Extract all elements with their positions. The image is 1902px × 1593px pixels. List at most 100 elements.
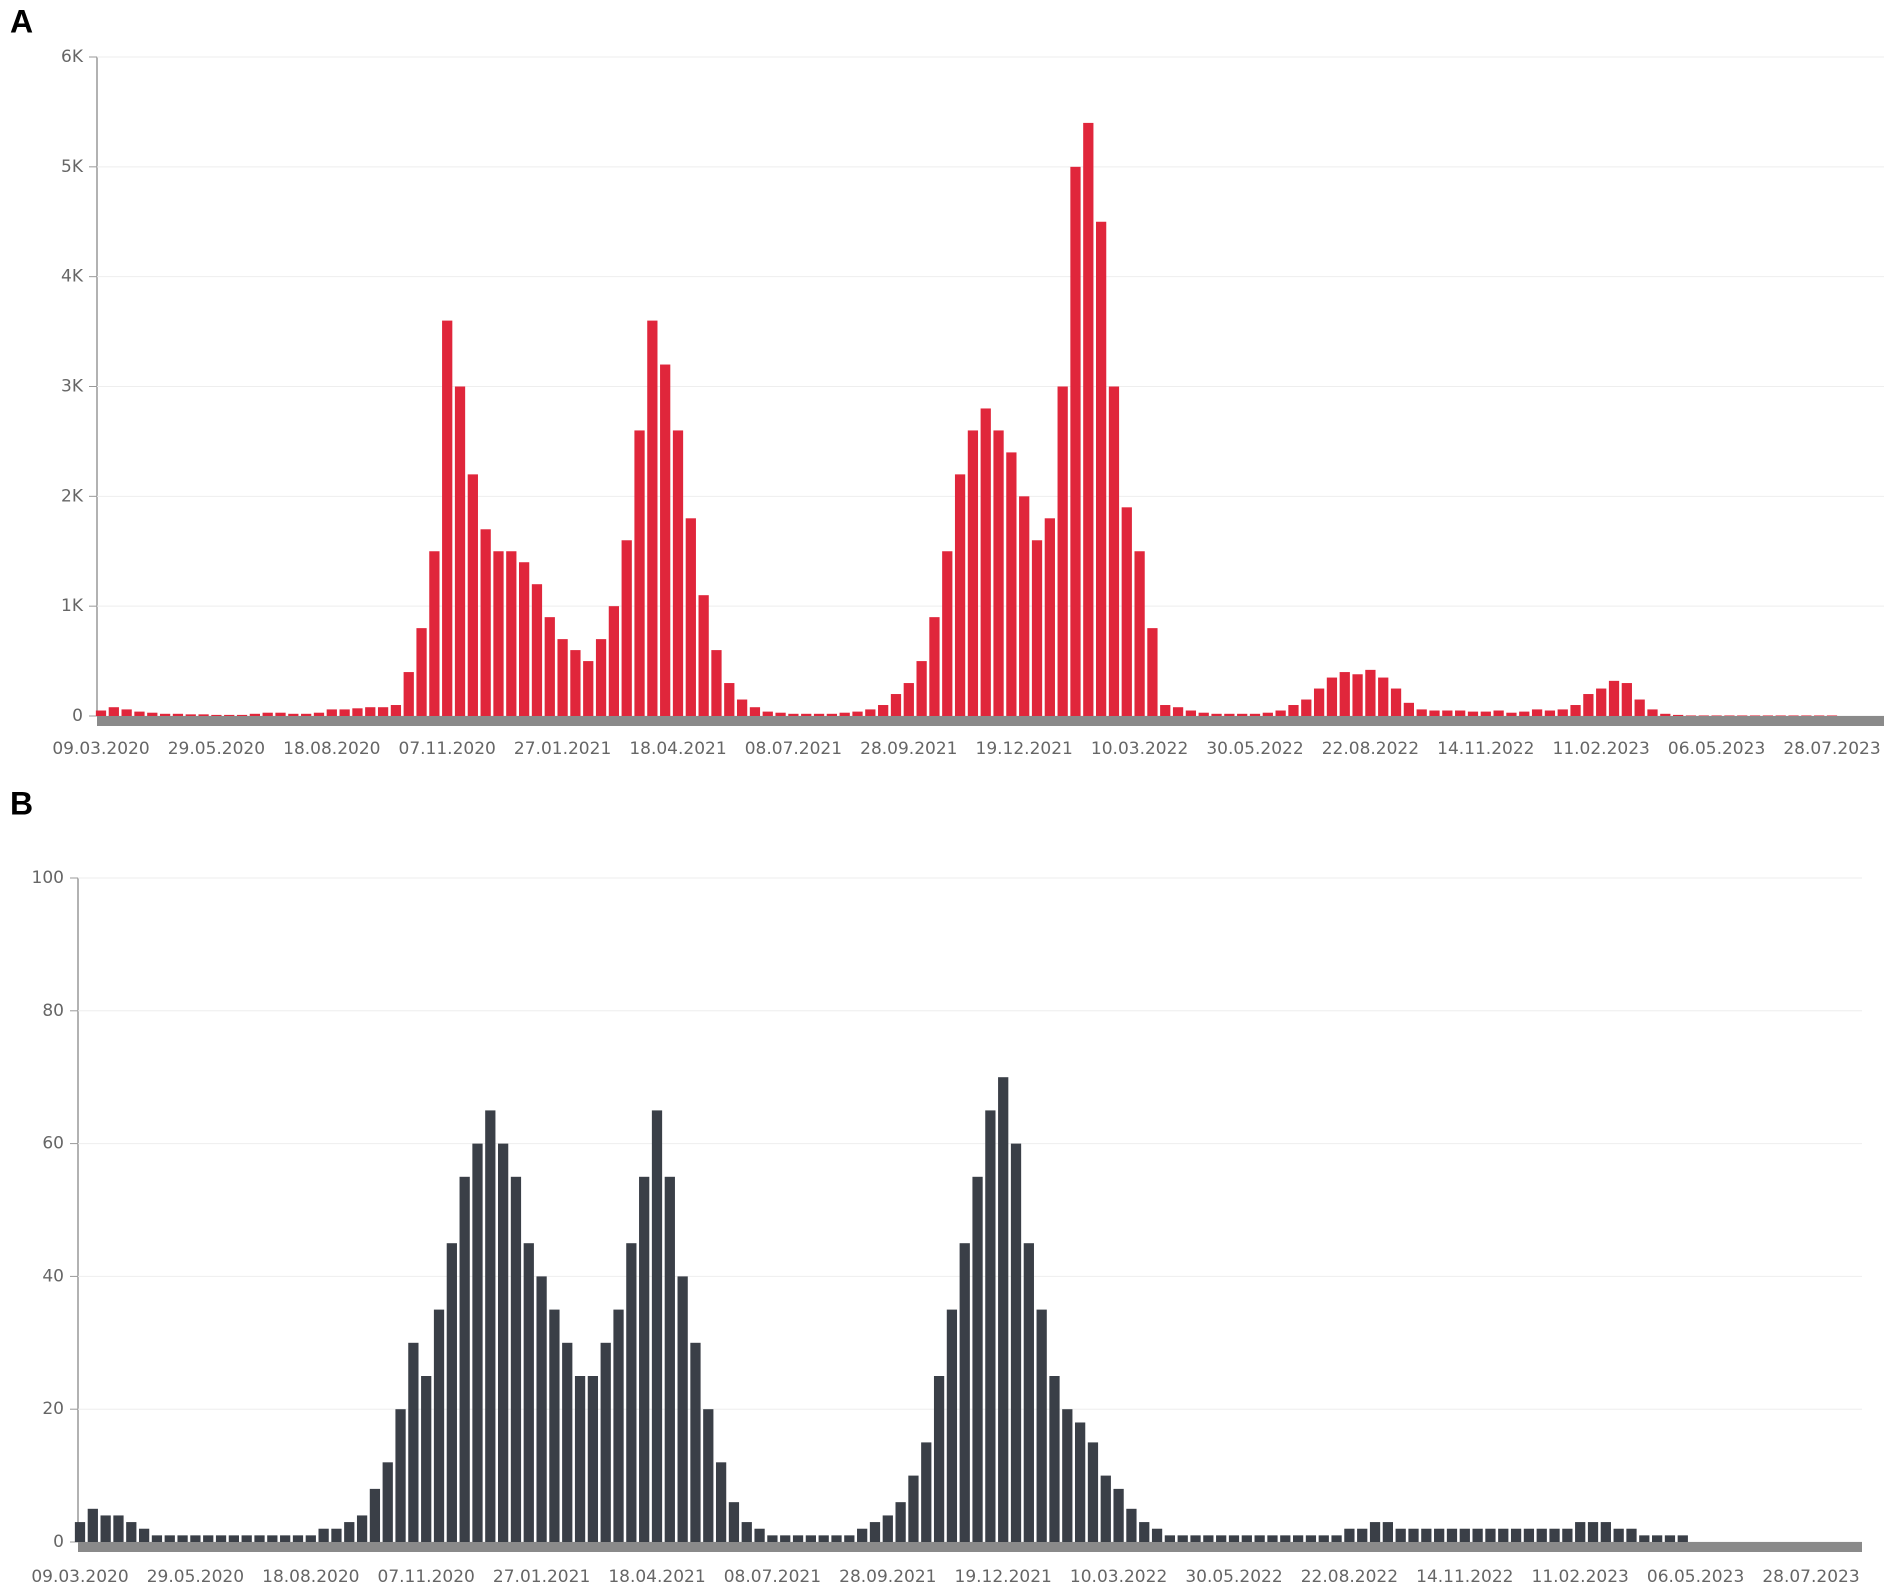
- bar: [1075, 1422, 1086, 1542]
- bar: [421, 1376, 432, 1542]
- bar: [959, 1243, 970, 1542]
- bar: [1788, 715, 1799, 716]
- bar: [536, 1276, 547, 1542]
- x-tick-label: 22.08.2022: [1322, 739, 1419, 759]
- bar: [228, 1535, 239, 1542]
- bar: [108, 707, 119, 716]
- panel-label: A: [10, 3, 33, 39]
- bar: [741, 1522, 752, 1542]
- y-tick-label: 60: [42, 1134, 64, 1154]
- bar: [1237, 713, 1248, 716]
- bar: [1369, 1522, 1381, 1542]
- x-axis-strip: [78, 1542, 1862, 1552]
- bar: [1416, 709, 1427, 716]
- bar: [1544, 710, 1556, 716]
- bar: [331, 1528, 342, 1542]
- x-tick-label: 28.09.2021: [860, 739, 957, 759]
- bar: [344, 1522, 355, 1542]
- bar: [151, 1535, 163, 1542]
- bar: [236, 714, 248, 716]
- bar: [275, 712, 286, 716]
- bar: [1057, 386, 1068, 716]
- bar: [1485, 1528, 1496, 1542]
- bar: [1113, 1488, 1124, 1542]
- bar: [1652, 1535, 1663, 1542]
- bar: [1326, 677, 1338, 716]
- x-tick-label: 14.11.2022: [1416, 1567, 1513, 1587]
- bar: [1549, 1528, 1560, 1542]
- x-tick-label: 06.05.2023: [1647, 1567, 1744, 1587]
- x-tick-label: 10.03.2022: [1070, 1567, 1167, 1587]
- bar: [1685, 715, 1697, 716]
- bar: [890, 694, 902, 716]
- x-tick-label: 30.05.2022: [1185, 1567, 1282, 1587]
- bar: [467, 474, 478, 716]
- bar: [382, 1462, 393, 1542]
- y-tick-label: 1K: [61, 596, 84, 616]
- bar: [664, 1176, 675, 1542]
- bar: [993, 430, 1004, 716]
- bar: [1083, 122, 1094, 716]
- bar: [100, 1515, 111, 1542]
- bar: [1575, 1522, 1586, 1542]
- bar: [1775, 715, 1786, 716]
- bar: [531, 584, 543, 716]
- bar: [87, 1508, 98, 1542]
- bar: [356, 1515, 368, 1542]
- bar: [715, 1462, 727, 1542]
- bar: [946, 1309, 958, 1542]
- bar: [621, 540, 632, 716]
- y-tick-label: 0: [72, 706, 83, 726]
- bar: [339, 709, 350, 716]
- bar: [954, 474, 966, 716]
- bar: [736, 699, 748, 716]
- bar: [1254, 1535, 1265, 1542]
- x-tick-label: 18.08.2020: [262, 1567, 359, 1587]
- bar: [869, 1522, 881, 1542]
- bar: [1801, 715, 1812, 716]
- bar: [190, 1535, 201, 1542]
- bar: [557, 639, 568, 716]
- bar: [1467, 711, 1479, 716]
- y-tick-label: 0: [53, 1532, 64, 1552]
- bar: [1121, 507, 1132, 716]
- bar: [998, 1077, 1009, 1542]
- bar: [1262, 712, 1273, 716]
- bar: [895, 1502, 906, 1542]
- bar: [1288, 705, 1299, 716]
- bar: [493, 551, 504, 716]
- bar: [1049, 1376, 1060, 1542]
- bar: [1434, 1528, 1445, 1542]
- bar: [1382, 1522, 1393, 1542]
- bar: [326, 709, 337, 716]
- bar: [224, 714, 235, 716]
- bar: [813, 713, 825, 716]
- bar: [660, 364, 671, 716]
- y-tick-label: 20: [42, 1399, 64, 1419]
- bar: [878, 705, 889, 716]
- bar: [1036, 1309, 1047, 1542]
- bar: [1698, 715, 1709, 716]
- bar: [1164, 1535, 1176, 1542]
- bar: [805, 1535, 816, 1542]
- bar: [1626, 1528, 1637, 1542]
- bar: [1108, 386, 1120, 716]
- bar: [1814, 715, 1825, 716]
- bar: [1185, 710, 1197, 716]
- bar: [1044, 518, 1055, 716]
- bar: [1006, 452, 1017, 716]
- bar: [1562, 1528, 1573, 1542]
- bar: [780, 1535, 791, 1542]
- bar: [1613, 1528, 1624, 1542]
- bar: [562, 1342, 573, 1542]
- bar: [288, 713, 299, 716]
- bar: [1762, 715, 1774, 716]
- bar: [138, 1528, 150, 1542]
- bar: [211, 714, 222, 716]
- bar: [1523, 1528, 1535, 1542]
- bar: [305, 1535, 316, 1542]
- x-tick-label: 18.04.2021: [629, 739, 726, 759]
- x-tick-label: 08.07.2021: [745, 739, 842, 759]
- bar: [177, 1535, 188, 1542]
- bar: [544, 617, 555, 716]
